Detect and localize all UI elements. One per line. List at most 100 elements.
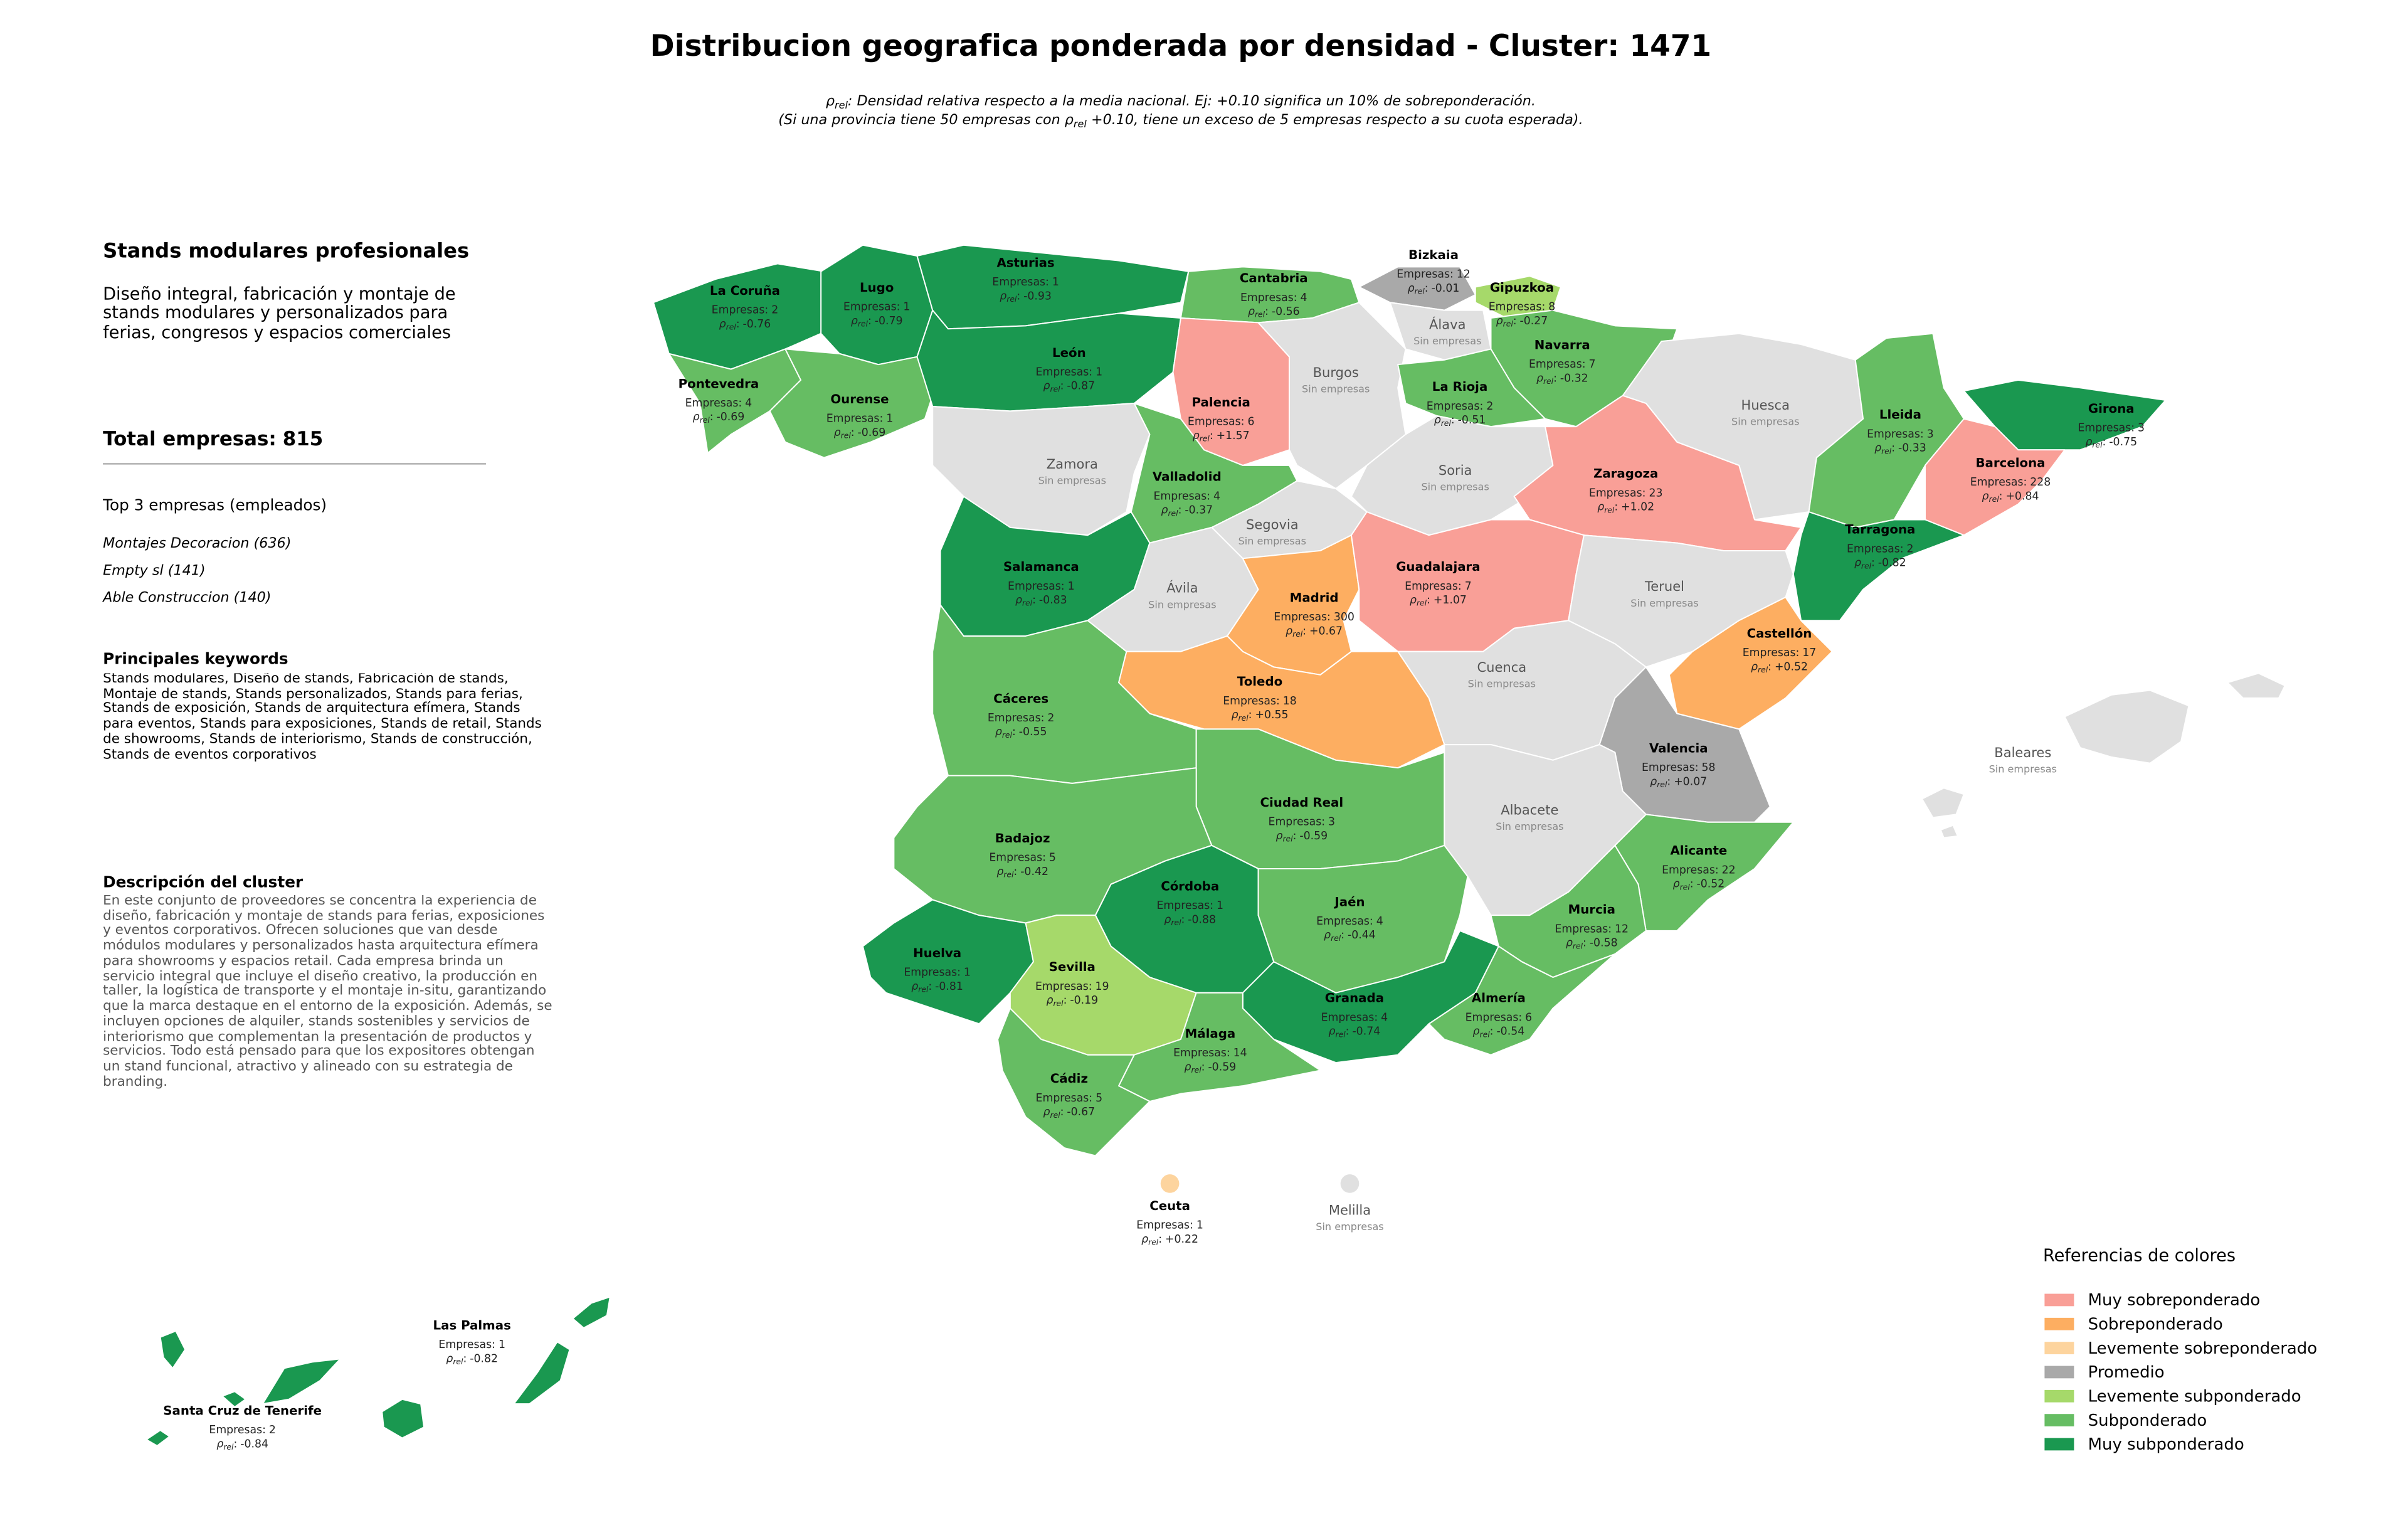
province-rho: ρrel: -0.56 — [1248, 305, 1300, 319]
province-name: Las Palmas — [433, 1318, 511, 1332]
rho-subscript: rel — [1050, 1111, 1061, 1120]
rho-subscript: rel — [1191, 1066, 1202, 1074]
rho-symbol: ρ — [1410, 594, 1417, 607]
rho-suffix: : — [710, 411, 714, 423]
province-rho: ρrel: -0.79 — [851, 315, 903, 329]
rho-symbol: ρ — [1982, 490, 1989, 502]
province-name: León — [1052, 346, 1086, 360]
province-name: Salamanca — [1003, 560, 1079, 574]
province-name: Teruel — [1644, 578, 1684, 594]
province — [1668, 597, 1833, 730]
rho-symbol: ρ — [1408, 282, 1415, 295]
province — [1940, 824, 1958, 839]
count-prefix: Empresas: — [1173, 1047, 1230, 1059]
province-count: Empresas: 18 — [1223, 695, 1297, 708]
province-rho: ρrel: -0.74 — [1329, 1026, 1381, 1039]
count-prefix: Empresas: — [843, 301, 900, 314]
count-value: 1 — [1068, 580, 1075, 593]
no-data-label: Sin empresas — [1238, 535, 1306, 547]
province-rho: ρrel: -0.51 — [1434, 414, 1486, 428]
rho-suffix: : — [1013, 866, 1017, 878]
province-name: Guadalajara — [1396, 560, 1480, 574]
province-name: Jaén — [1333, 894, 1365, 909]
note-text: : Densidad relativa respecto a la media … — [848, 93, 1536, 109]
note: ρrel: Densidad relativa respecto a la me… — [826, 93, 1536, 111]
count-prefix: Empresas: — [1867, 428, 1924, 440]
rho-value: +1.07 — [1434, 594, 1467, 607]
province-count: Empresas: 4 — [685, 397, 752, 410]
province-rho: ρrel: +0.84 — [1982, 490, 2039, 504]
province — [932, 403, 1151, 536]
province-rho: ρrel: -0.55 — [995, 726, 1047, 740]
province — [916, 309, 1181, 412]
rho-suffix: : — [1032, 594, 1036, 607]
province-count: Empresas: 2 — [209, 1424, 276, 1436]
count-prefix: Empresas: — [685, 397, 742, 410]
rho-value: -0.82 — [1878, 557, 1906, 570]
rho-symbol: ρ — [1015, 594, 1022, 607]
top-item: Empty sl (141) — [103, 562, 206, 578]
rho-value: -0.59 — [1299, 830, 1328, 842]
rho-value: +0.52 — [1775, 661, 1808, 673]
rho-subscript: rel — [841, 432, 852, 440]
province-rho: ρrel: -0.87 — [1043, 380, 1096, 394]
description-title: Descripción del cluster — [103, 873, 304, 891]
sidebar-heading: Stands modulares profesionales — [103, 239, 469, 263]
total: Total empresas: 815 — [103, 428, 323, 450]
province-count: Empresas: 6 — [1465, 1011, 1533, 1024]
rho-suffix: : — [1012, 726, 1016, 738]
province — [1117, 635, 1445, 769]
rho-value: -0.56 — [1272, 305, 1300, 318]
count-value: 3 — [1328, 816, 1335, 829]
rho-symbol: ρ — [1141, 1233, 1148, 1246]
count-prefix: Empresas: — [1154, 490, 1211, 502]
rho-symbol: ρ — [1164, 913, 1171, 926]
province — [2064, 689, 2190, 764]
province-rho: ρrel: -0.93 — [1000, 290, 1052, 304]
province-rho: ρrel: +1.07 — [1410, 594, 1467, 608]
province-name: Almería — [1472, 991, 1526, 1005]
province-name: Ourense — [830, 392, 889, 406]
no-data-label: Sin empresas — [1302, 383, 1370, 395]
province-name: Huesca — [1741, 397, 1790, 413]
count-prefix: Empresas: — [1223, 695, 1280, 708]
province-count: Empresas: 1 — [1156, 899, 1223, 912]
rho-suffix: : — [1158, 1233, 1162, 1246]
province — [769, 348, 934, 459]
rho-value: -0.37 — [1185, 504, 1213, 517]
no-data-label: Sin empresas — [1468, 678, 1536, 690]
legend-label: Muy subponderado — [2088, 1435, 2244, 1454]
province-name: Álava — [1429, 316, 1465, 332]
rho-symbol: ρ — [1248, 305, 1255, 318]
rho-value: -0.59 — [1208, 1061, 1236, 1073]
count-prefix: Empresas: — [1035, 980, 1092, 993]
rho-suffix: : — [1210, 430, 1213, 442]
rho-symbol: ρ — [446, 1352, 453, 1365]
province-name: Castellón — [1747, 626, 1812, 640]
province-rho: ρrel: -0.69 — [693, 411, 745, 425]
province-rho: ρrel: -0.27 — [1496, 315, 1548, 329]
rho-subscript: rel — [1168, 509, 1178, 517]
rho-symbol: ρ — [1434, 414, 1441, 427]
rho-value: -0.75 — [2109, 436, 2137, 448]
province-rho: ρrel: -0.83 — [1015, 594, 1067, 608]
rho-symbol: ρ — [1046, 994, 1053, 1007]
rho-value: -0.83 — [1039, 594, 1067, 607]
rho-value: -0.81 — [935, 980, 963, 993]
count-prefix: Empresas: — [2078, 422, 2135, 435]
count-value: 2 — [1486, 400, 1493, 413]
rho-suffix: : — [1293, 830, 1297, 842]
province-name: Alicante — [1671, 844, 1728, 858]
rho-suffix: : — [463, 1352, 467, 1365]
rho-subscript: rel — [1200, 435, 1210, 443]
rho-subscript: rel — [726, 323, 737, 332]
legend-swatch — [2044, 1317, 2074, 1330]
province — [2227, 672, 2286, 699]
legend-swatch — [2044, 1342, 2074, 1355]
count-prefix: Empresas: — [1662, 864, 1719, 876]
province-count: Empresas: 4 — [1240, 292, 1307, 304]
rho-value: +0.67 — [1309, 625, 1343, 637]
keywords: Stands modulares, Diseño de stands, Fabr… — [103, 673, 542, 763]
rho-symbol: ρ — [1473, 1026, 1480, 1038]
rho-symbol: ρ — [719, 318, 726, 331]
